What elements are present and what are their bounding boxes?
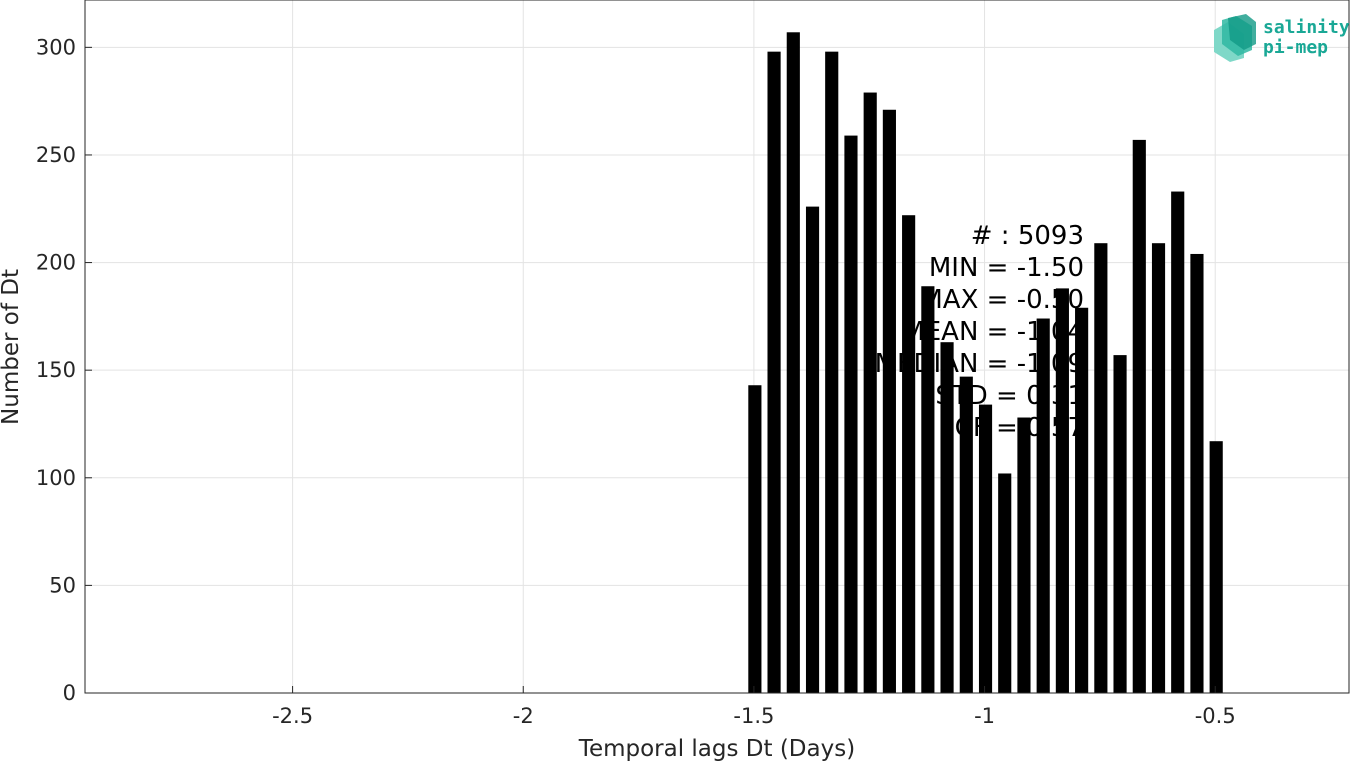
histogram-bar [1151, 243, 1166, 693]
stats-line: # : 5093 [971, 221, 1084, 251]
y-ticks: 0 50 100 150 200 250 300 [36, 35, 92, 705]
histogram-bar [844, 135, 858, 693]
x-tick-label: -0.5 [1195, 704, 1236, 728]
stats-line: CF = 0.57 [955, 413, 1084, 443]
histogram-bar [825, 51, 839, 694]
histogram-bar [1036, 318, 1050, 693]
histogram-bar [882, 109, 896, 694]
histogram-bar [902, 215, 916, 693]
y-tick-label: 300 [36, 35, 76, 59]
histogram-bar [1209, 441, 1223, 693]
y-tick-label: 0 [63, 681, 76, 705]
histogram-bar [863, 92, 877, 694]
histogram-bar [1094, 243, 1108, 693]
x-tick-label: -1 [974, 704, 995, 728]
stats-line: STD = 0.31 [935, 381, 1084, 411]
histogram-bar [1190, 253, 1204, 693]
logo-line1: salinity [1263, 17, 1350, 38]
histogram-bar [786, 32, 800, 694]
histogram-bar [1075, 307, 1089, 693]
histogram-bar [1132, 139, 1146, 694]
histogram-bar [998, 473, 1012, 693]
y-tick-label: 100 [36, 466, 76, 490]
logo-line2: pi-mep [1263, 37, 1328, 58]
stats-line: MEDIAN = -1.09 [875, 349, 1084, 379]
histogram-bar [940, 342, 954, 693]
histogram-bar [748, 385, 762, 693]
y-tick-label: 150 [36, 358, 76, 382]
histogram-bar [978, 404, 993, 693]
bars [748, 32, 1223, 694]
histogram-bar [1171, 191, 1185, 694]
axes-box [84, 0, 1350, 694]
x-axis-label: Temporal lags Dt (Days) [578, 736, 855, 762]
x-tick-label: -1.5 [733, 704, 774, 728]
stats-line: MIN = -1.50 [929, 253, 1084, 283]
histogram-bar [1113, 355, 1127, 693]
histogram-bar [805, 206, 820, 693]
x-tick-label: -2.5 [272, 704, 313, 728]
stats-line: MEAN = -1.04 [902, 317, 1084, 347]
histogram-bar [959, 376, 973, 693]
histogram-bar [1017, 417, 1031, 693]
stats-line: MAX = -0.50 [920, 285, 1084, 315]
logo-mark-icon [1214, 14, 1256, 62]
y-tick-label: 250 [36, 143, 76, 167]
histogram-bar [767, 51, 781, 694]
histogram-bar [1055, 288, 1069, 693]
y-tick-label: 200 [36, 251, 76, 275]
histogram-bar [921, 286, 935, 693]
y-tick-label: 50 [49, 573, 76, 597]
x-ticks: -2.5 -2 -1.5 -1 -0.5 [272, 686, 1236, 728]
y-axis-label: Number of Dt [0, 269, 24, 425]
x-tick-label: -2 [513, 704, 534, 728]
salinity-pimep-logo: salinity pi-mep [1214, 14, 1350, 62]
